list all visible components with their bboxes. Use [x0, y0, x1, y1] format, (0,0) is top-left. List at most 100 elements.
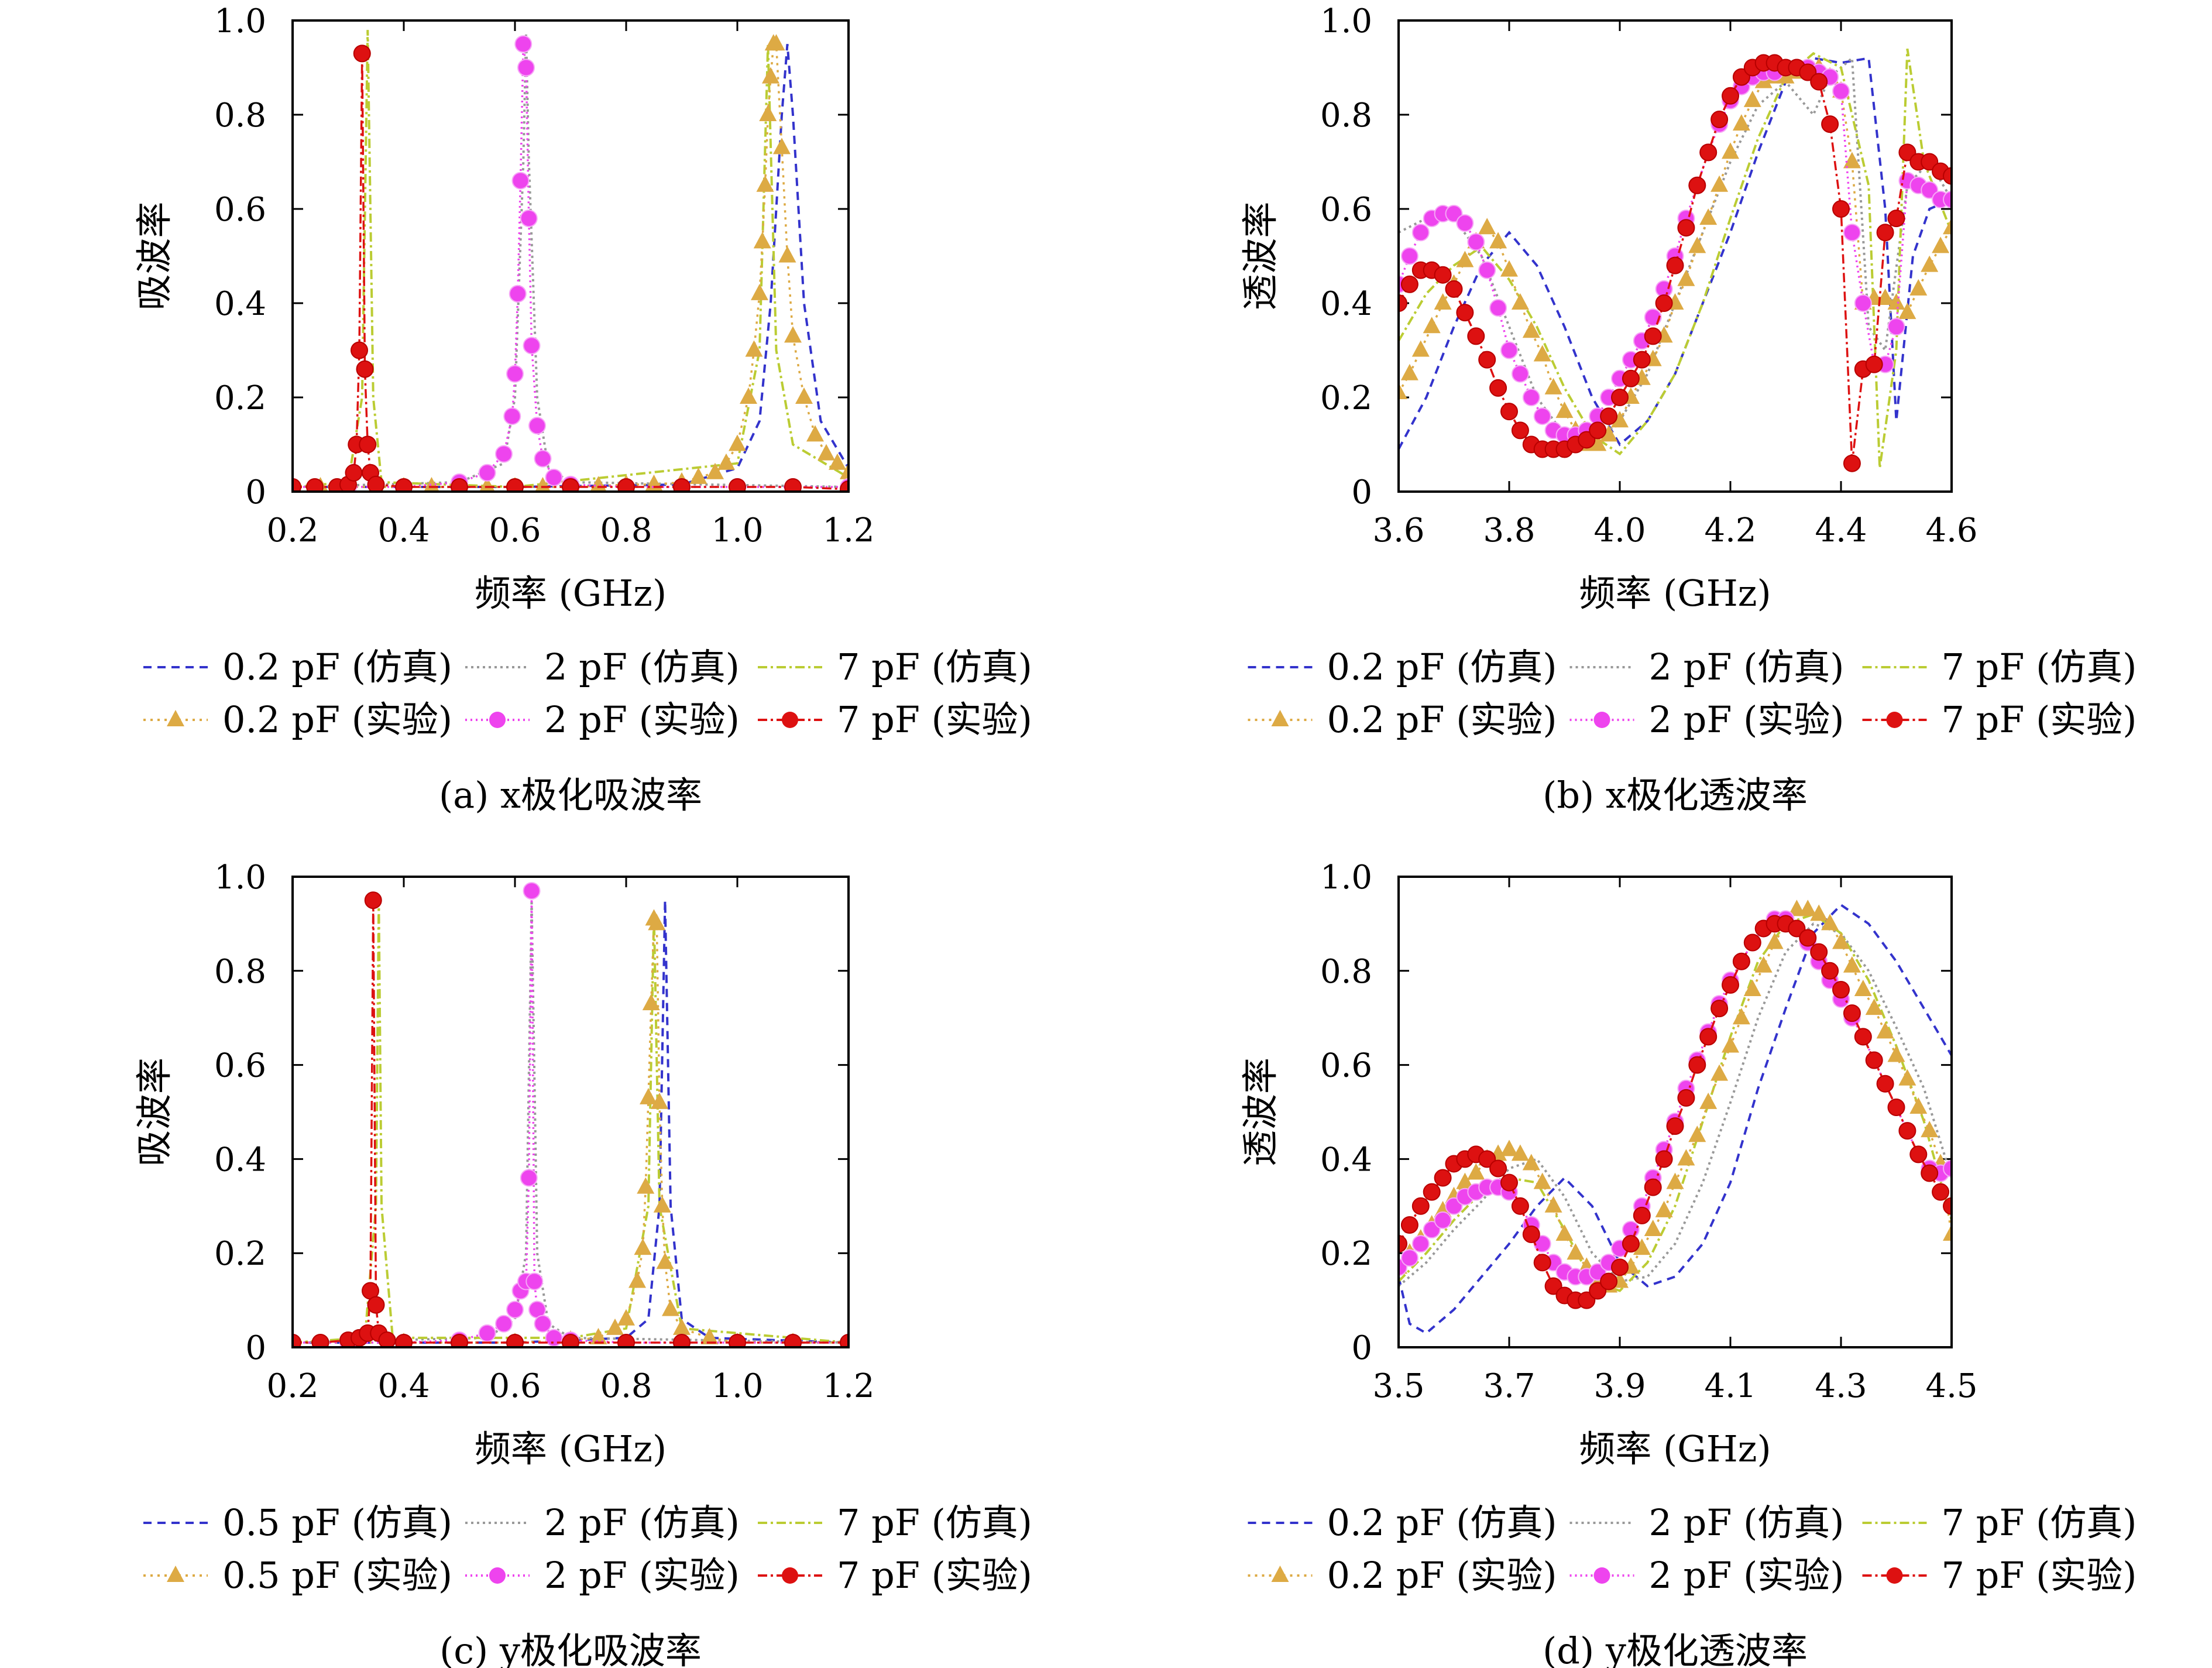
- legend-item: 0.2 pF (仿真): [143, 646, 452, 688]
- legend-item: 7 pF (实验): [1862, 698, 2137, 741]
- data-point: [1876, 1022, 1894, 1039]
- data-point: [1943, 190, 1952, 208]
- data-point: [1699, 143, 1718, 162]
- data-point: [495, 445, 513, 463]
- data-point: [1699, 208, 1718, 225]
- legend-item: 7 pF (实验): [758, 1554, 1032, 1597]
- panel-a: 0.2 0.4 0.6 0.8 1.0 1.200.20.40.60.81.0频率 (GH…: [133, 2, 1032, 816]
- y-tick-label: 1.0: [214, 2, 266, 40]
- data-point: [514, 35, 533, 53]
- x-tick-label: 0.2: [266, 512, 318, 550]
- legend-label: 7 pF (仿真): [1942, 646, 2137, 688]
- data-point: [1489, 299, 1507, 317]
- data-point: [306, 478, 324, 492]
- data-point: [1411, 1197, 1430, 1215]
- data-point: [1832, 932, 1850, 949]
- plot-area: [293, 30, 849, 492]
- data-point: [1799, 900, 1817, 917]
- x-tick-label: 0.4: [377, 1367, 430, 1405]
- y-tick-label: 0.2: [1320, 379, 1372, 417]
- data-point: [1943, 1159, 1952, 1178]
- panel-caption: (b) x极化透波率: [1543, 774, 1808, 816]
- data-point: [1399, 382, 1407, 399]
- data-point: [1533, 1172, 1551, 1189]
- data-point: [1533, 1254, 1551, 1272]
- series-line: [1399, 66, 1952, 446]
- legend-marker: [1271, 710, 1289, 726]
- data-point: [840, 462, 849, 479]
- data-point: [656, 1252, 674, 1269]
- data-point: [1732, 114, 1750, 131]
- data-point: [495, 1315, 513, 1333]
- data-point: [1611, 1258, 1629, 1276]
- data-point: [1500, 341, 1518, 359]
- legend-label: 2 pF (实验): [1649, 1554, 1845, 1597]
- plot-area: [1399, 49, 1952, 472]
- data-point: [1688, 236, 1706, 253]
- x-tick-label: 1.2: [822, 1367, 874, 1405]
- y-axis-label: 透波率: [1239, 201, 1282, 310]
- data-point: [1943, 167, 1952, 185]
- data-point: [1677, 1149, 1695, 1166]
- series-a-5: [293, 44, 849, 492]
- legend-label: 0.2 pF (实验): [1327, 1554, 1557, 1597]
- data-point: [1743, 933, 1761, 952]
- legend-label: 2 pF (仿真): [1649, 1501, 1845, 1544]
- x-tick-label: 3.6: [1372, 512, 1424, 550]
- y-tick-label: 0.8: [1320, 97, 1372, 135]
- legend-marker: [1593, 712, 1610, 728]
- data-point: [1843, 956, 1861, 973]
- data-point: [1445, 280, 1463, 298]
- legend-label: 2 pF (仿真): [544, 1501, 740, 1544]
- data-point: [506, 1300, 524, 1319]
- legend-marker: [167, 710, 184, 726]
- legend-item: 2 pF (实验): [465, 698, 740, 741]
- data-point: [378, 1331, 396, 1347]
- plot-frame: [291, 876, 850, 1348]
- data-point: [1810, 943, 1828, 961]
- data-point: [451, 478, 468, 492]
- legend-marker: [489, 1567, 506, 1584]
- series-line: [293, 44, 849, 488]
- data-point: [1732, 952, 1750, 970]
- data-point: [1677, 1089, 1695, 1107]
- legend-label: 2 pF (仿真): [544, 646, 740, 688]
- legend-label: 0.2 pF (实验): [222, 698, 452, 741]
- data-point: [1411, 340, 1430, 357]
- data-point: [1710, 111, 1729, 129]
- data-point: [1589, 421, 1607, 440]
- data-point: [1522, 389, 1540, 406]
- data-point: [1655, 1200, 1673, 1217]
- data-point: [1710, 175, 1729, 192]
- data-point: [1666, 1172, 1684, 1189]
- data-point: [1887, 210, 1905, 228]
- data-point: [1622, 1235, 1640, 1253]
- data-point: [589, 1327, 607, 1344]
- data-point: [1909, 1145, 1928, 1164]
- data-point: [1655, 294, 1673, 312]
- data-point: [706, 462, 724, 479]
- legend-item: 7 pF (仿真): [1862, 1501, 2137, 1544]
- data-point: [648, 914, 666, 931]
- data-point: [509, 284, 527, 303]
- data-point: [1456, 250, 1474, 267]
- data-point: [673, 478, 691, 492]
- x-tick-label: 4.4: [1815, 512, 1867, 550]
- data-point: [818, 444, 835, 461]
- data-point: [478, 464, 496, 482]
- y-tick-label: 0.6: [1320, 191, 1372, 229]
- data-point: [1434, 1169, 1452, 1187]
- data-point: [1898, 1069, 1916, 1086]
- x-tick-label: 1.0: [711, 1367, 763, 1405]
- data-point: [1710, 1064, 1729, 1081]
- x-tick-label: 0.4: [377, 512, 430, 550]
- data-point: [1766, 932, 1784, 949]
- legend-marker: [167, 1566, 184, 1582]
- series-a-1: [293, 35, 849, 488]
- data-point: [745, 340, 763, 357]
- data-point: [1677, 269, 1695, 286]
- data-point: [1533, 345, 1551, 362]
- legend-item: 2 pF (实验): [465, 1554, 740, 1597]
- data-point: [367, 1296, 385, 1314]
- legend-label: 2 pF (实验): [544, 1554, 740, 1597]
